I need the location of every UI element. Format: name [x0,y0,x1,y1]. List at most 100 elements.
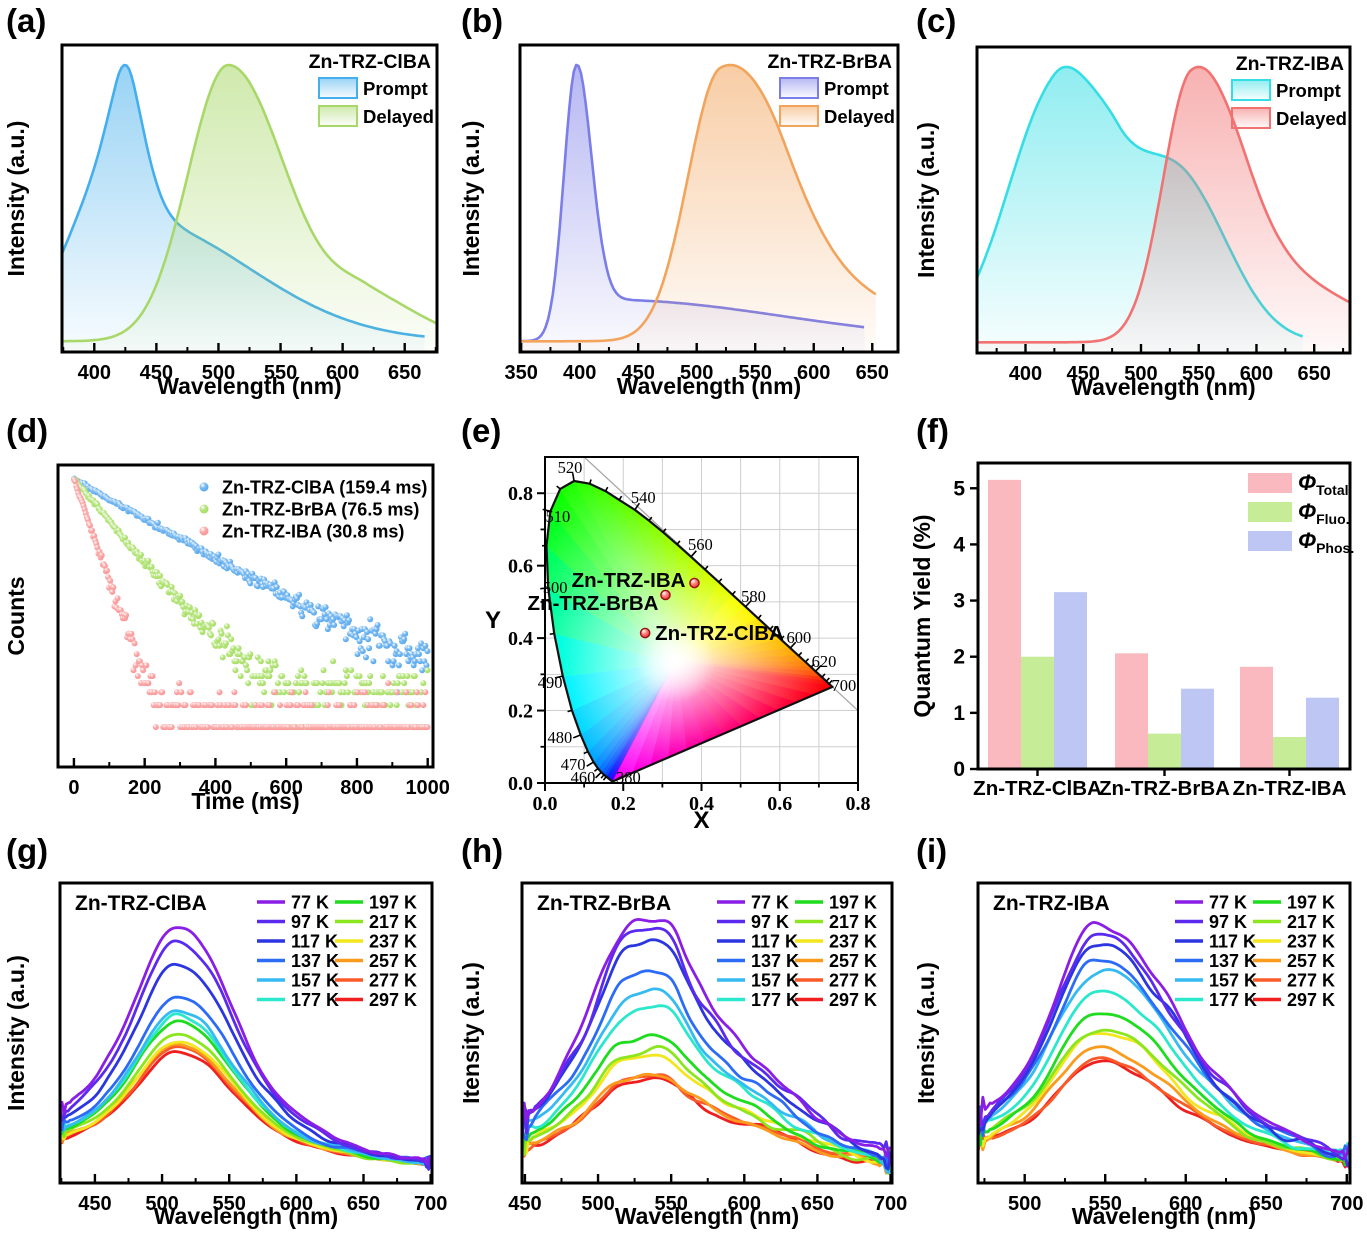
svg-text:580: 580 [741,587,766,606]
svg-text:Zn-TRZ-IBA (30.8 ms): Zn-TRZ-IBA (30.8 ms) [222,522,404,542]
svg-text:400: 400 [199,777,232,799]
svg-text:650: 650 [1298,363,1331,385]
svg-text:Zn-TRZ-ClBA (159.4 ms): Zn-TRZ-ClBA (159.4 ms) [222,478,427,498]
svg-text:650: 650 [856,362,889,384]
svg-text:0.0: 0.0 [508,773,533,795]
svg-text:550: 550 [739,362,772,384]
svg-text:0.0: 0.0 [533,793,558,815]
svg-text:700: 700 [1330,1193,1363,1215]
svg-text:Intensity (a.u.): Intensity (a.u.) [3,121,29,277]
svg-text:500: 500 [202,362,235,384]
svg-text:ΦFluo.: ΦFluo. [1298,499,1350,527]
svg-text:0: 0 [68,777,79,799]
svg-text:Zn-TRZ-BrBA: Zn-TRZ-BrBA [1099,777,1230,800]
svg-text:137 K: 137 K [1209,951,1257,971]
svg-text:157 K: 157 K [291,971,339,991]
svg-text:277 K: 277 K [829,971,877,991]
svg-text:520: 520 [558,458,583,477]
svg-text:500: 500 [543,578,568,597]
chart-temperature-iba: 500 550 600 650 700 Wavelength (nm) Itensity (… [913,881,1363,1229]
panel-i: (i) 500 550 600 650 700 Wavelength (nm) Itensi… [910,830,1367,1238]
panel-f: (f) Zn-TRZ-ClBA Zn-TRZ-BrBA Zn-TRZ-IBA 0 1 2 3… [910,410,1367,830]
svg-text:117 K: 117 K [291,932,338,952]
svg-text:380: 380 [616,768,641,787]
svg-text:297 K: 297 K [1287,990,1335,1010]
svg-text:0.8: 0.8 [846,793,871,815]
svg-text:Time (ms): Time (ms) [191,788,299,814]
svg-text:510: 510 [546,507,571,526]
svg-text:Quantum Yield (%): Quantum Yield (%) [910,514,935,717]
svg-text:0.8: 0.8 [508,483,533,505]
panel-d: (d) 0 200 400 600 800 1000 Time (ms) Counts Zn-T… [0,410,455,830]
svg-text:1: 1 [953,702,965,725]
chart-prompt-delayed-clba: 400 450 500 550 600 650 Wavelength (nm) Intensi… [3,43,439,399]
svg-text:Prompt: Prompt [363,78,428,99]
svg-text:460: 460 [571,768,596,787]
svg-text:277 K: 277 K [1287,971,1335,991]
chart-temperature-brba: 450 500 550 600 650 700 Wavelength (nm) Itensit… [458,881,907,1229]
svg-text:600: 600 [797,362,830,384]
svg-text:Zn-TRZ-BrBA (76.5 ms): Zn-TRZ-BrBA (76.5 ms) [222,500,419,520]
svg-text:97 K: 97 K [751,912,789,932]
svg-text:3: 3 [953,590,965,613]
svg-text:650: 650 [388,362,421,384]
panel-label-f: (f) [916,412,949,449]
svg-text:97 K: 97 K [291,912,329,932]
svg-text:257 K: 257 K [369,951,417,971]
svg-text:500: 500 [1124,363,1157,385]
svg-text:77 K: 77 K [751,893,789,913]
svg-text:500: 500 [581,1193,614,1215]
svg-text:550: 550 [213,1193,246,1215]
svg-text:0.2: 0.2 [508,701,533,723]
svg-text:500: 500 [680,362,713,384]
svg-text:200: 200 [128,777,161,799]
svg-text:450: 450 [1067,363,1100,385]
svg-text:Wavelength (nm): Wavelength (nm) [154,1203,338,1229]
svg-text:0: 0 [953,758,965,781]
svg-text:Y: Y [485,607,501,634]
svg-text:X: X [693,807,709,830]
svg-text:117 K: 117 K [751,932,798,952]
panel-label-c: (c) [916,2,957,39]
svg-text:700: 700 [874,1193,907,1215]
chart-prompt-delayed-iba: 400 450 500 550 600 650 Wavelength (nm) Intensi… [913,45,1352,400]
svg-text:Zn-TRZ-IBA: Zn-TRZ-IBA [1233,777,1347,800]
svg-text:400: 400 [78,362,111,384]
svg-text:560: 560 [688,535,713,554]
svg-text:550: 550 [654,1193,687,1215]
svg-text:800: 800 [340,777,373,799]
svg-text:Wavelength (nm): Wavelength (nm) [1071,374,1255,400]
svg-text:Zn-TRZ-ClBA: Zn-TRZ-ClBA [655,622,784,645]
svg-text:197 K: 197 K [369,893,417,913]
svg-text:Intensity (a.u.): Intensity (a.u.) [3,955,29,1111]
svg-text:217 K: 217 K [829,912,877,932]
svg-text:97 K: 97 K [1209,912,1247,932]
svg-text:137 K: 137 K [291,951,339,971]
svg-text:620: 620 [812,652,837,671]
svg-text:500: 500 [1008,1193,1041,1215]
svg-text:550: 550 [264,362,297,384]
panel-label-i: (i) [916,832,948,869]
svg-text:Itensity (a.u.): Itensity (a.u.) [913,962,939,1104]
svg-text:450: 450 [140,362,173,384]
svg-text:600: 600 [269,777,302,799]
svg-text:297 K: 297 K [369,990,417,1010]
svg-text:600: 600 [1169,1193,1202,1215]
chart-prompt-delayed-brba: 350 400 450 500 550 600 650 Wavelength (nm) Inte… [458,43,900,399]
svg-text:197 K: 197 K [829,893,877,913]
svg-text:400: 400 [563,362,596,384]
svg-text:0.6: 0.6 [767,793,792,815]
panel-label-h: (h) [461,832,504,869]
svg-text:157 K: 157 K [1209,971,1257,991]
panel-g: (g) 450 500 550 600 650 700 Wavelength (nm) Int… [0,830,455,1238]
svg-text:Zn-TRZ-ClBA: Zn-TRZ-ClBA [309,51,431,73]
panel-label-a: (a) [6,2,47,39]
svg-text:Intensity (a.u.): Intensity (a.u.) [458,121,484,277]
svg-text:197 K: 197 K [1287,893,1335,913]
svg-text:600: 600 [728,1193,761,1215]
svg-text:600: 600 [787,628,812,647]
svg-text:650: 650 [1250,1193,1283,1215]
svg-text:Wavelength (nm): Wavelength (nm) [617,373,801,399]
